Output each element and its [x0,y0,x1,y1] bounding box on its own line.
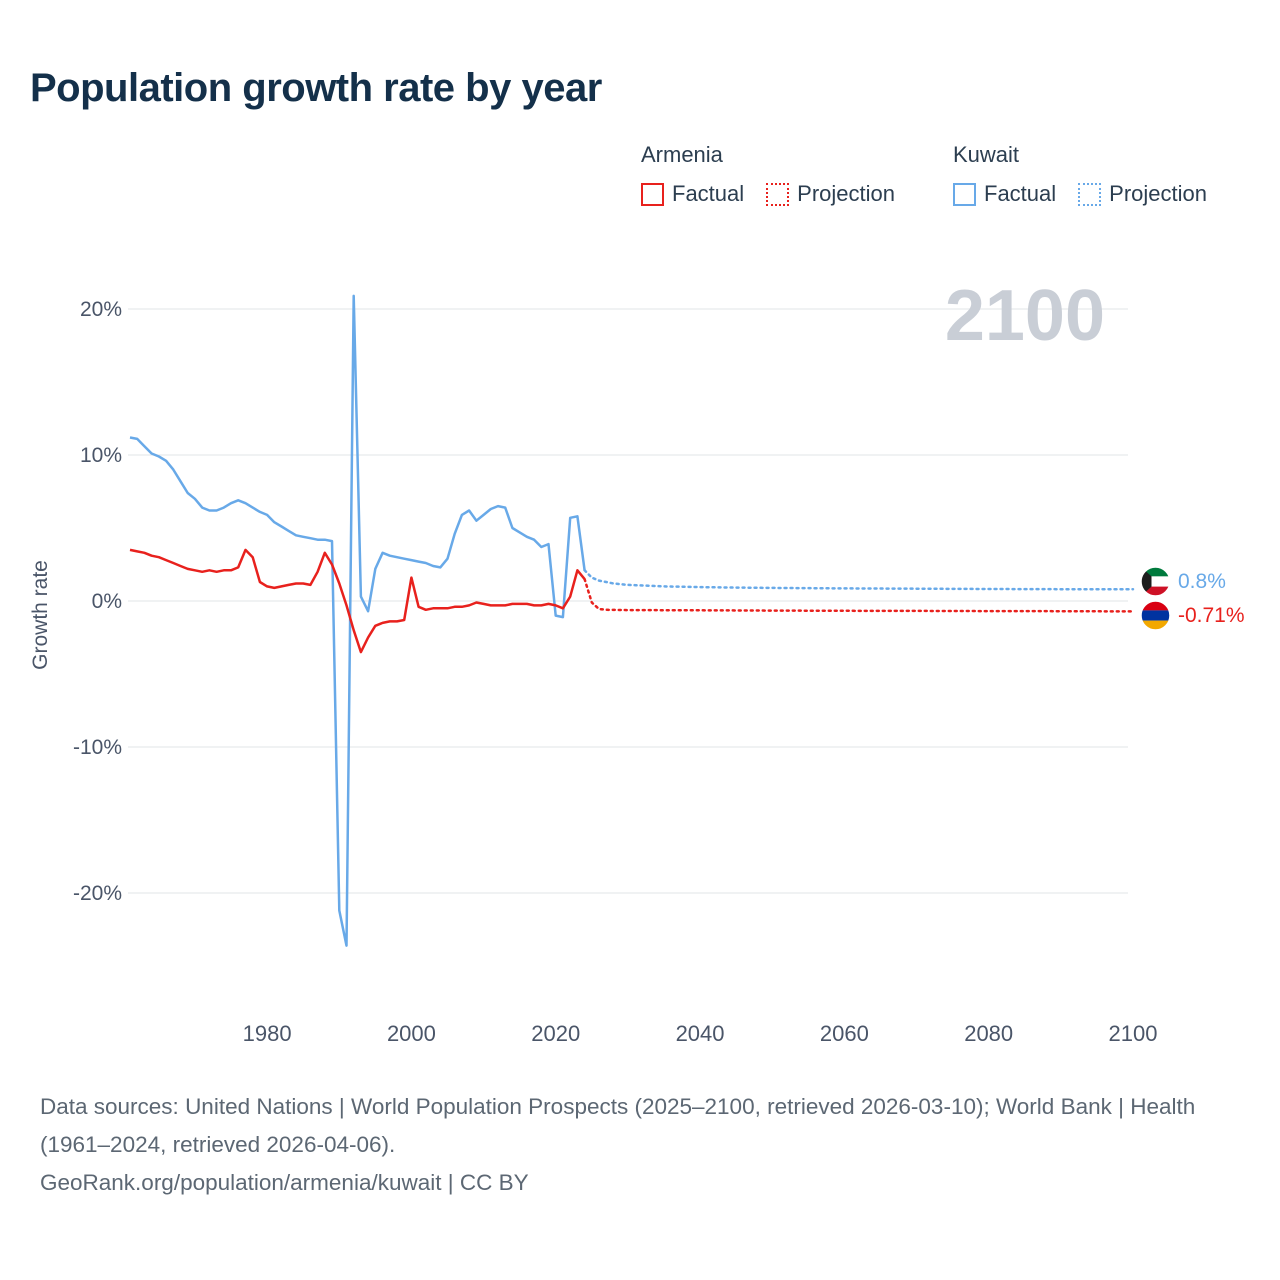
legend-item-armenia-projection[interactable]: Projection [766,181,895,207]
data-sources-text: Data sources: United Nations | World Pop… [40,1094,1196,1157]
y-tick-label: 0% [92,590,122,613]
legend-country-armenia: Armenia [641,142,723,167]
legend-item-armenia-factual[interactable]: Factual [641,181,744,207]
y-tick-label: -20% [73,882,122,905]
y-tick-label: 10% [80,444,122,467]
armenia-factual-swatch-icon [641,182,664,206]
kuwait-end-label: 0.8% [1140,566,1226,597]
x-tick-label: 2040 [676,1021,725,1046]
legend-group-armenia: Armenia Factual Projection [641,142,895,207]
armenia-projection-line [583,577,1135,613]
source-footer: Data sources: United Nations | World Pop… [40,1088,1225,1202]
armenia-end-value: -0.71% [1178,603,1245,627]
kuwait-factual-line [129,294,586,947]
armenia-projection-swatch-icon [766,182,790,206]
x-tick-label: 2020 [531,1021,580,1046]
legend-label-projection: Projection [797,181,895,206]
legend-label-projection: Projection [1109,181,1207,206]
watermark-year: 2100 [945,276,1105,356]
legend-item-kuwait-projection[interactable]: Projection [1078,181,1207,207]
legend-label-factual: Factual [672,181,745,206]
x-tick-label: 2060 [820,1021,869,1046]
kuwait-projection-line [583,569,1135,591]
x-tick-label: 1980 [243,1021,292,1046]
legend-row-armenia: Factual Projection [641,181,895,207]
armenia-factual-line [129,548,586,654]
x-tick-label: 2080 [964,1021,1013,1046]
legend-item-kuwait-factual[interactable]: Factual [953,181,1056,207]
y-axis-label: Growth rate [29,560,52,670]
y-tick-label: 20% [80,298,122,321]
armenia-flag-icon [1140,600,1171,631]
legend-row-kuwait: Factual Projection [953,181,1207,207]
legend-country-kuwait: Kuwait [953,142,1020,167]
attribution-text: GeoRank.org/population/armenia/kuwait | … [40,1170,529,1195]
legend-label-factual: Factual [984,181,1057,206]
x-tick-label: 2100 [1109,1021,1158,1046]
legend-group-kuwait: Kuwait Factual Projection [953,142,1207,207]
kuwait-factual-swatch-icon [953,182,976,206]
y-tick-label: -10% [73,736,122,759]
page-title: Population growth rate by year [30,66,602,110]
kuwait-projection-swatch-icon [1078,182,1102,206]
legend: Armenia Factual Projection Kuwait Factua… [641,142,1207,207]
kuwait-end-value: 0.8% [1178,569,1226,593]
armenia-end-label: -0.71% [1140,600,1245,631]
x-tick-label: 2000 [387,1021,436,1046]
kuwait-flag-icon [1140,566,1171,597]
